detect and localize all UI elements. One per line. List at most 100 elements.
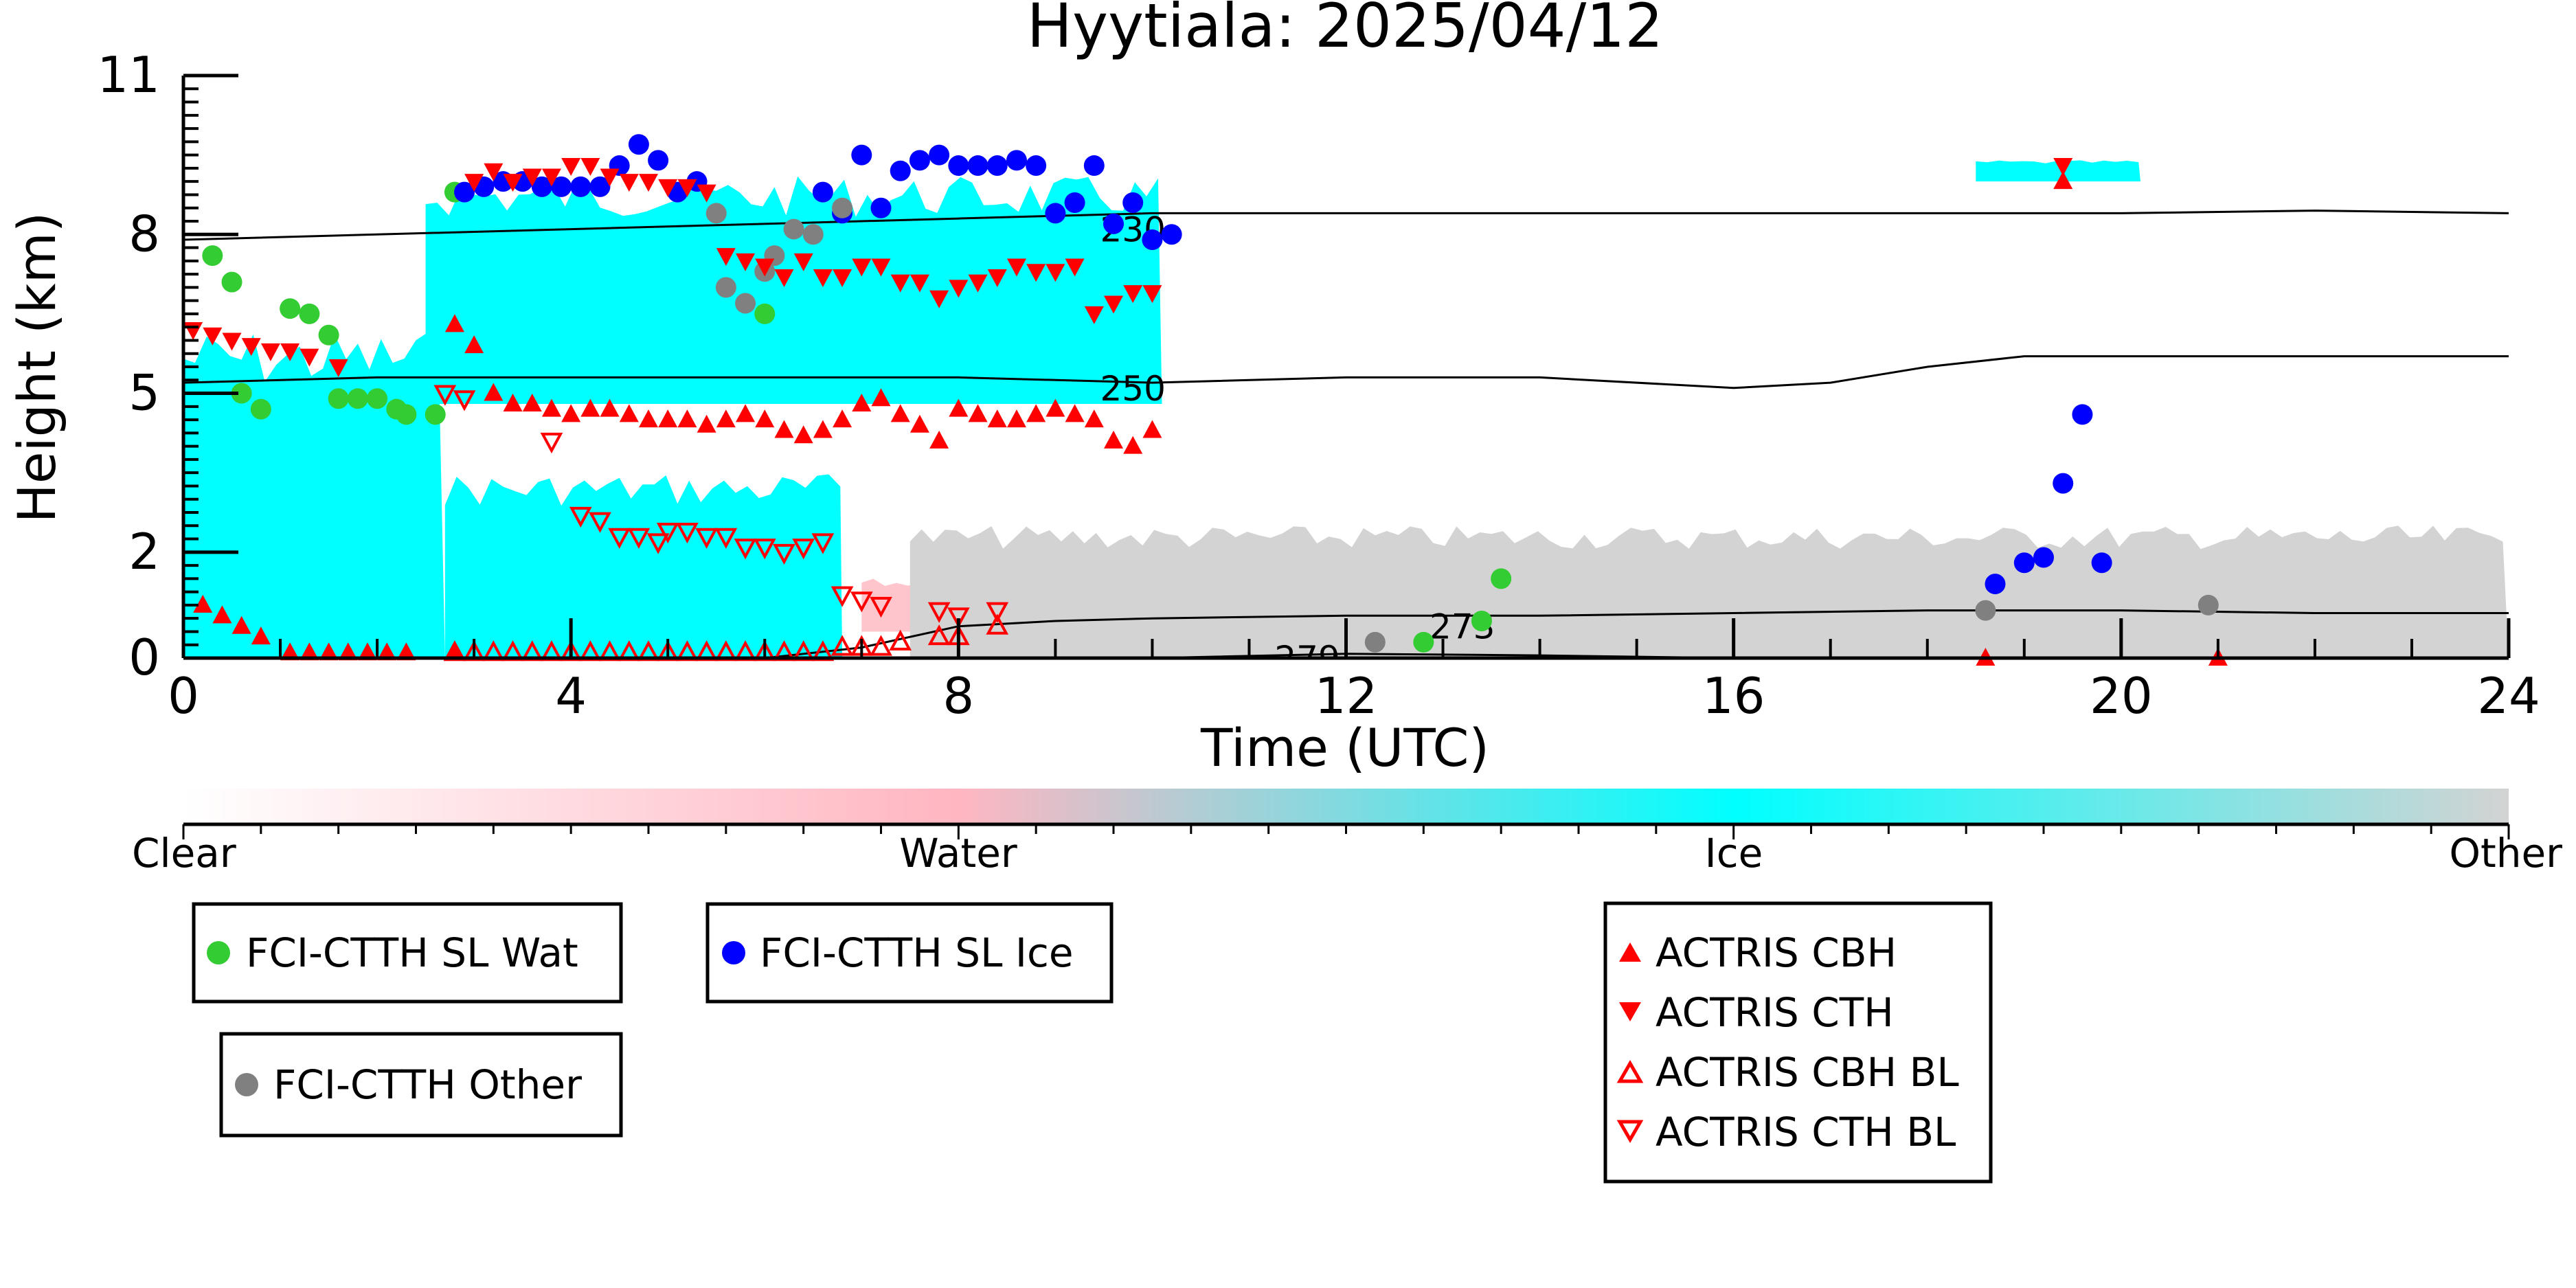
point-fci-ctth-sl-ice [1122, 192, 1144, 214]
point-actris-cbh [377, 642, 397, 661]
legend-label-fci-wat: FCI-CTTH SL Wat [246, 929, 578, 976]
point-actris-cbh [639, 409, 658, 428]
legend-marker-actris-cbh [1619, 942, 1641, 962]
point-actris-cbh [697, 414, 716, 433]
legend-fci-ice: FCI-CTTH SL Ice [705, 902, 1114, 1004]
point-actris-cth-bl [589, 512, 611, 533]
point-actris-cth [909, 274, 929, 293]
point-actris-cbh [813, 420, 833, 438]
point-actris-cbh [658, 409, 678, 428]
point-actris-cth [300, 348, 319, 367]
point-actris-cth [949, 280, 969, 298]
point-fci-ctth-sl-wat [250, 398, 271, 420]
point-fci-ctth-other [1975, 600, 1996, 621]
point-fci-ctth-other [802, 224, 824, 245]
point-fci-ctth-sl-ice [1064, 192, 1085, 214]
point-actris-cbh [212, 605, 232, 624]
point-actris-cbh [231, 615, 251, 634]
legend-box [192, 902, 623, 1004]
point-actris-cbh [774, 420, 794, 438]
point-fci-ctth-sl-wat [1491, 568, 1512, 589]
point-actris-cth-bl [453, 390, 476, 411]
point-actris-cbh-bl [889, 629, 912, 651]
point-actris-cth [755, 258, 775, 277]
point-actris-cth [1142, 285, 1162, 304]
point-fci-ctth-sl-ice [2013, 552, 2035, 574]
point-actris-cth-bl [540, 432, 563, 454]
point-actris-cth [793, 253, 813, 271]
point-fci-ctth-other [832, 197, 853, 218]
classification-region-ice [425, 176, 1162, 404]
x-tick-label: 12 [1315, 667, 1378, 725]
point-actris-cth [658, 179, 678, 197]
x-tick-label: 16 [1702, 667, 1765, 725]
point-fci-ctth-other [705, 203, 727, 224]
point-actris-cbh [968, 404, 988, 422]
point-actris-cbh [833, 409, 852, 428]
point-fci-ctth-sl-ice [967, 155, 988, 177]
axes: 0 2 5 8 11 0 4 8 12 16 20 24 [97, 46, 2540, 725]
colorbar-label-water: Water [899, 830, 1017, 877]
x-tick-label: 24 [2477, 667, 2540, 725]
point-actris-cth [522, 168, 542, 187]
point-fci-ctth-sl-wat [1413, 631, 1434, 653]
point-fci-ctth-sl-ice [2091, 552, 2112, 574]
point-actris-cbh-bl [870, 635, 892, 656]
point-actris-cth-bl [773, 543, 795, 565]
y-tick-label: 5 [128, 364, 160, 422]
point-actris-cbh [2053, 171, 2073, 190]
point-fci-ctth-sl-ice [909, 150, 930, 171]
y-tick-label: 0 [128, 629, 160, 686]
point-actris-cbh [890, 404, 910, 422]
point-fci-ctth-sl-wat [231, 383, 252, 404]
point-fci-ctth-sl-wat [754, 303, 776, 324]
point-actris-cbh [619, 404, 639, 422]
point-fci-ctth-sl-ice [929, 144, 950, 166]
colorbar-gradient [183, 789, 2509, 824]
point-fci-ctth-sl-ice [589, 176, 611, 197]
point-actris-cth-bl [947, 607, 970, 629]
colorbar-ticks [182, 824, 2510, 839]
point-actris-cbh [755, 409, 775, 428]
point-actris-cth [260, 343, 280, 361]
point-actris-cth [813, 269, 833, 287]
point-actris-cth-bl [753, 539, 776, 560]
point-actris-cth-bl [734, 539, 757, 560]
legend-marker-actris-cbh-bl [1616, 1059, 1644, 1083]
legend-actris: ACTRIS CBH ACTRIS CTH ACTRIS CBH BL ACTR… [1603, 901, 1993, 1184]
point-actris-cth [241, 338, 261, 357]
point-actris-cth [600, 168, 620, 187]
legend-label-actris-cbh: ACTRIS CBH [1656, 929, 1897, 976]
isotherm-label-250: 250 [1100, 369, 1165, 409]
classification-region-other [909, 526, 2509, 658]
x-tick-label: 8 [942, 667, 974, 725]
point-fci-ctth-sl-wat [1471, 611, 1492, 632]
point-actris-cbh [280, 642, 300, 661]
point-actris-cbh [716, 409, 736, 428]
point-fci-ctth-sl-wat [425, 404, 446, 425]
legend-label-actris-cth: ACTRIS CTH [1656, 989, 1894, 1036]
point-actris-cth [697, 184, 716, 203]
legend-marker-actris-cth-bl [1616, 1120, 1644, 1144]
point-fci-ctth-sl-ice [1083, 155, 1105, 177]
point-fci-ctth-sl-ice [2072, 404, 2093, 425]
point-fci-ctth-sl-ice [851, 144, 872, 166]
point-actris-cbh [444, 314, 464, 332]
x-tick-label: 0 [168, 667, 199, 725]
point-actris-cth-bl [608, 528, 631, 549]
legend-label-fci-other: FCI-CTTH Other [273, 1061, 582, 1108]
point-actris-cbh [1084, 409, 1104, 428]
point-actris-cbh [464, 335, 484, 354]
point-actris-cth [183, 322, 203, 341]
point-fci-ctth-sl-wat [347, 388, 368, 409]
point-actris-cth [2053, 158, 2073, 177]
point-actris-cbh [929, 430, 949, 449]
point-actris-cth-bl [792, 539, 815, 560]
point-actris-cth [774, 269, 794, 287]
y-axis-label: Height (km) [6, 212, 67, 523]
point-actris-cth [716, 248, 736, 267]
point-actris-cbh [871, 388, 891, 407]
point-actris-cth-bl [870, 596, 892, 618]
point-actris-cth-bl [569, 506, 592, 528]
point-actris-cbh [987, 409, 1007, 428]
